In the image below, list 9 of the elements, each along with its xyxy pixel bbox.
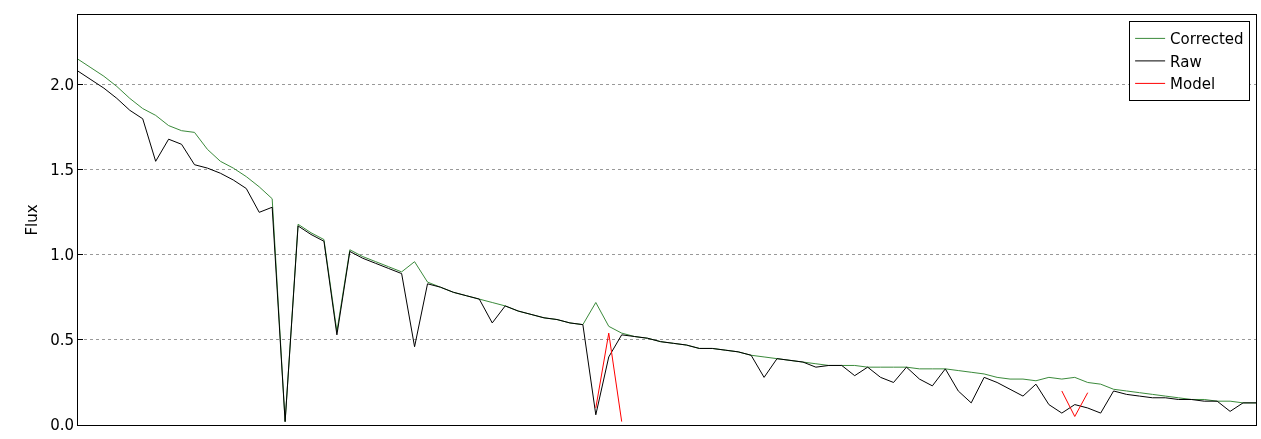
y-axis-title: Flux [23,204,42,236]
legend-label: Model [1170,75,1216,94]
y-tick-label: 0.5 [50,331,74,350]
legend-label: Raw [1170,52,1202,71]
legend-label: Corrected [1170,30,1244,49]
y-tick-label: 0.0 [50,416,74,435]
y-tick-label: 1.5 [50,161,74,180]
y-tick-label: 1.0 [50,246,74,265]
y-tick-label: 2.0 [50,76,74,94]
